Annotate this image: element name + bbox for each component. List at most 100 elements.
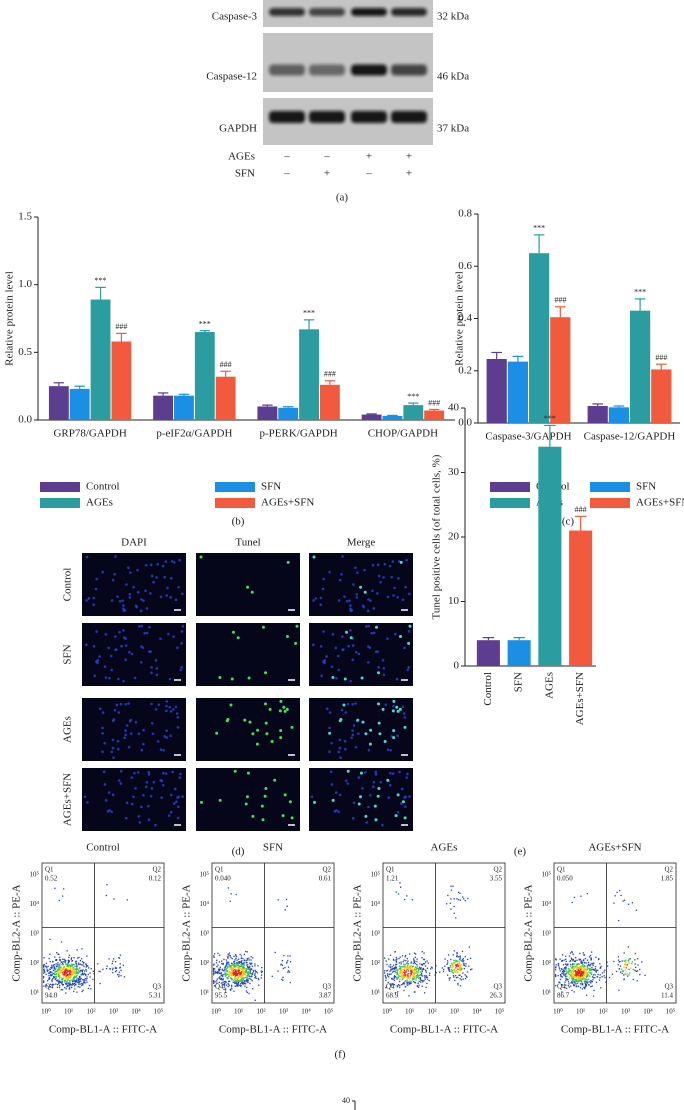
nucleus: [104, 633, 108, 636]
event-dot: [68, 956, 70, 958]
nucleus: [140, 748, 144, 752]
event-dot: [568, 986, 570, 988]
nucleus: [165, 594, 168, 597]
event-dot: [414, 982, 417, 984]
event-dot: [416, 964, 418, 966]
event-dot: [249, 982, 251, 985]
nucleus: [116, 595, 119, 598]
event-dot: [79, 969, 82, 972]
x-tick-label: 10¹: [576, 1008, 585, 1016]
tunel-cell: [349, 636, 353, 640]
nucleus: [118, 599, 122, 603]
event-dot: [414, 968, 416, 971]
event-dot: [248, 992, 250, 995]
x-tick-label: 10⁰: [211, 1008, 221, 1016]
event-dot: [406, 967, 408, 970]
nucleus: [98, 655, 101, 658]
event-dot: [567, 972, 569, 974]
event-dot: [406, 984, 408, 986]
event-dot: [63, 975, 65, 977]
event-dot: [51, 964, 53, 967]
event-dot: [588, 968, 590, 970]
event-dot: [457, 899, 460, 901]
event-dot: [574, 957, 577, 959]
nucleus: [170, 559, 174, 563]
event-dot: [235, 977, 238, 980]
event-dot: [52, 961, 54, 963]
event-dot: [228, 975, 230, 978]
nucleus: [152, 780, 156, 784]
quadrant-value: 3.87: [319, 992, 332, 1000]
event-dot: [68, 982, 70, 984]
event-dot: [583, 970, 585, 972]
event-dot: [420, 971, 422, 973]
y-axis-label: Relative protein level: [4, 271, 16, 366]
event-dot: [57, 962, 59, 964]
event-dot: [224, 973, 226, 975]
event-dot: [416, 985, 418, 987]
event-dot: [231, 964, 233, 966]
event-dot: [69, 986, 71, 989]
nucleus: [154, 708, 158, 711]
event-dot: [73, 972, 75, 975]
event-dot: [50, 983, 52, 985]
event-dot: [401, 955, 404, 957]
event-dot: [239, 965, 241, 968]
event-dot: [395, 964, 397, 966]
event-dot: [418, 974, 420, 976]
nucleus: [334, 646, 338, 650]
event-dot: [595, 956, 597, 958]
tunel-cell: [286, 560, 290, 564]
event-dot: [227, 955, 229, 958]
nucleus: [101, 726, 104, 730]
event-dot: [58, 971, 60, 974]
event-dot: [455, 917, 457, 919]
event-dot: [581, 974, 583, 977]
caption: (b): [232, 516, 245, 528]
event-dot: [49, 986, 52, 988]
event-dot: [75, 984, 77, 986]
nucleus: [160, 796, 164, 799]
event-dot: [85, 963, 87, 965]
event-dot: [565, 968, 567, 970]
event-dot: [78, 956, 80, 959]
nucleus: [169, 595, 173, 599]
event-dot: [236, 979, 239, 981]
event-dot: [53, 963, 56, 966]
event-dot: [232, 969, 235, 972]
event-dot: [241, 973, 243, 975]
event-dot: [429, 972, 431, 975]
event-dot: [464, 900, 466, 902]
nucleus: [366, 609, 370, 613]
event-dot: [114, 967, 117, 969]
event-dot: [571, 951, 573, 954]
event-dot: [241, 974, 244, 977]
blot-band: [391, 8, 427, 16]
nucleus: [322, 577, 325, 581]
event-dot: [400, 975, 403, 977]
nucleus: [340, 573, 343, 576]
event-dot: [419, 963, 421, 965]
event-dot: [227, 977, 229, 980]
event-dot: [403, 898, 406, 901]
event-dot: [617, 919, 620, 922]
event-dot: [76, 979, 78, 981]
event-dot: [421, 974, 423, 976]
event-dot: [599, 974, 601, 976]
event-dot: [237, 977, 239, 980]
event-dot: [579, 971, 581, 973]
event-dot: [571, 901, 573, 904]
event-dot: [70, 958, 72, 960]
event-dot: [585, 978, 587, 980]
event-dot: [406, 895, 408, 897]
event-dot: [58, 977, 61, 979]
event-dot: [222, 979, 224, 981]
event-dot: [583, 972, 586, 974]
nucleus: [154, 659, 158, 662]
event-dot: [67, 962, 70, 964]
event-dot: [78, 963, 80, 966]
nucleus: [150, 702, 153, 706]
event-dot: [287, 966, 290, 968]
event-dot: [66, 970, 69, 973]
bar: [69, 388, 90, 420]
